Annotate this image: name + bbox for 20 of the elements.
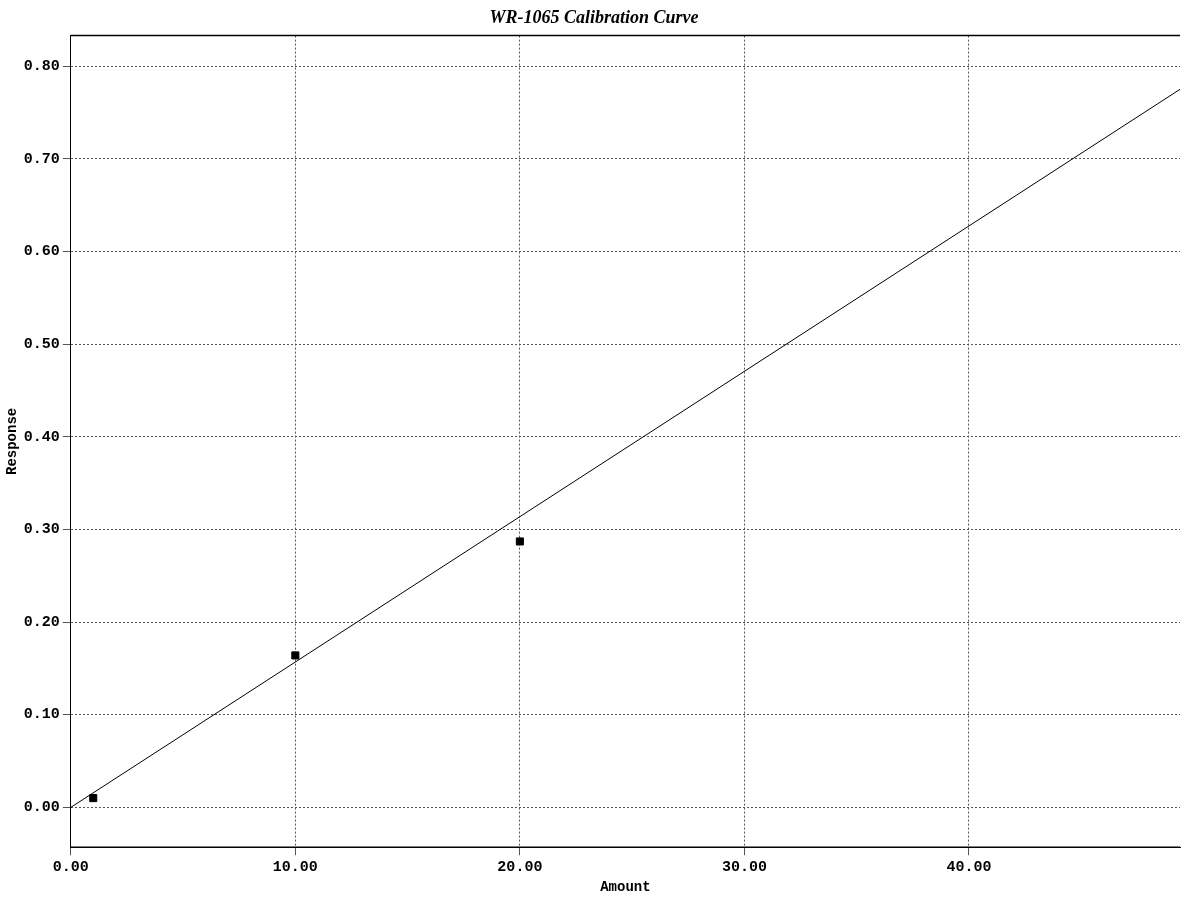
x-tick-label: 10.00 bbox=[272, 858, 318, 876]
y-tick-label: 0.10 bbox=[23, 706, 60, 724]
y-tick-label: 0.20 bbox=[23, 613, 60, 631]
y-tick-label: 0.70 bbox=[23, 150, 60, 168]
x-axis-title: Amount bbox=[600, 879, 651, 896]
point bbox=[89, 794, 98, 803]
y-tick-label: 0.00 bbox=[23, 799, 60, 817]
x-tick-label: 30.00 bbox=[721, 858, 767, 876]
x-tick-label: 40.00 bbox=[946, 858, 992, 876]
x-tick-label: 0.00 bbox=[52, 858, 89, 876]
y-tick-label: 0.50 bbox=[23, 335, 60, 353]
point bbox=[291, 651, 300, 660]
y-axis-title: Response bbox=[3, 407, 20, 476]
y-tick-label: 0.60 bbox=[23, 243, 60, 261]
y-tick-label: 0.30 bbox=[23, 521, 60, 539]
x-tick-label: 20.00 bbox=[497, 858, 543, 876]
y-tick-label: 0.80 bbox=[23, 57, 60, 75]
y-tick-label: 0.40 bbox=[23, 428, 60, 446]
point bbox=[515, 537, 524, 546]
chart-title: WR-1065 Calibration Curve bbox=[489, 7, 699, 28]
